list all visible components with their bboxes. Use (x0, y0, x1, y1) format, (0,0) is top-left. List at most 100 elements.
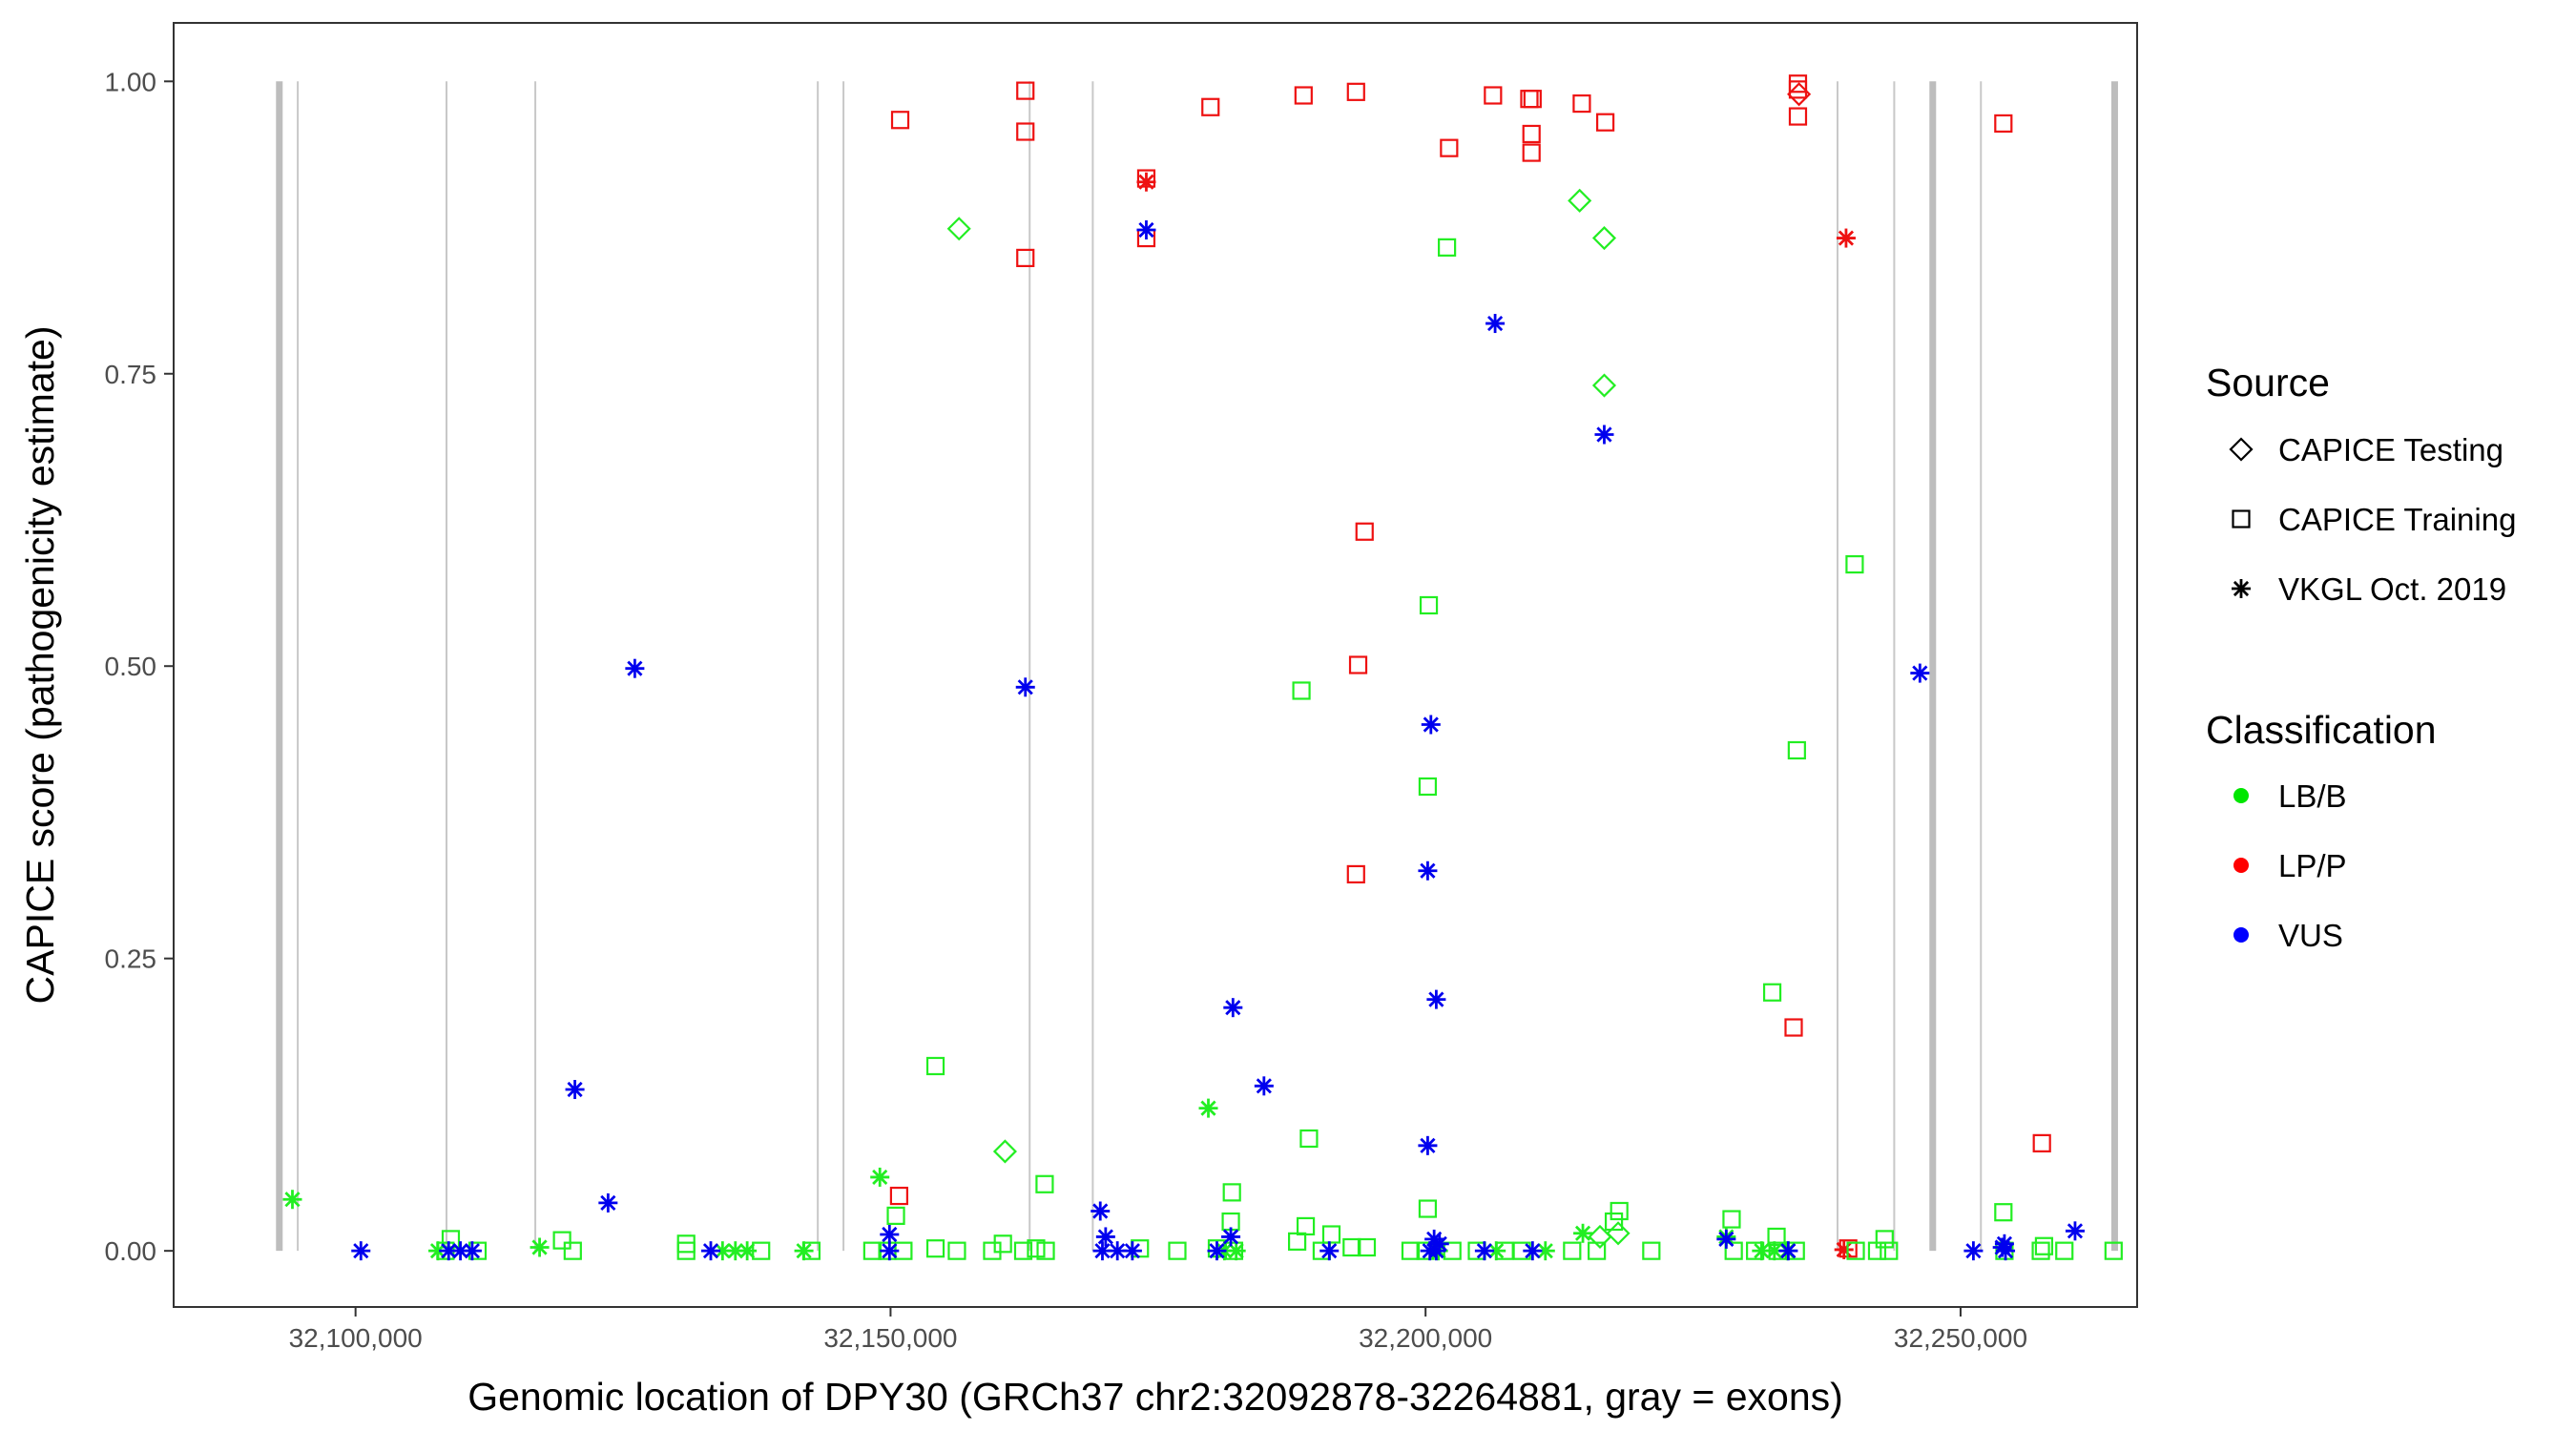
data-point-square-lbb (1867, 1241, 1887, 1260)
data-point-asterisk-vus (439, 1241, 459, 1261)
data-point-asterisk-vus (1426, 989, 1446, 1009)
data-point-asterisk-vus (1091, 1201, 1111, 1221)
data-point-square-lbb (2034, 1236, 2054, 1255)
legend-key-dot (2233, 927, 2249, 943)
data-point-square-lbb (925, 1056, 945, 1076)
data-point-square-lbb (983, 1241, 1002, 1260)
data-point-square-lpp (1346, 864, 1365, 884)
data-point-asterisk-lbb (1198, 1098, 1218, 1118)
data-point-square-lbb (1722, 1210, 1741, 1229)
data-point-square-lpp (1788, 107, 1808, 126)
legend-source-keys (2229, 437, 2254, 598)
data-point-diamond-lbb (1568, 188, 1592, 213)
legend: Source CAPICE Testing CAPICE Training VK… (2206, 361, 2516, 953)
data-point-square-lpp (1523, 90, 1542, 109)
x-axis-title: Genomic location of DPY30 (GRCh37 chr2:3… (467, 1375, 1843, 1419)
data-point-asterisk-vus (1485, 314, 1506, 334)
legend-source-label-training: CAPICE Training (2278, 502, 2516, 537)
data-point-square-lbb (1419, 595, 1439, 615)
data-point-square-lpp (1596, 113, 1615, 132)
data-point-square-lpp (1348, 655, 1368, 674)
data-point-asterisk-lbb (530, 1237, 550, 1257)
data-point-asterisk-vus (1716, 1229, 1736, 1249)
data-point-square-lpp (1016, 81, 1035, 100)
data-point-square-lpp (1016, 122, 1035, 141)
data-point-square-lbb (2055, 1241, 2074, 1260)
data-point-asterisk-lpp (1836, 228, 1856, 248)
data-point-square-lbb (1299, 1129, 1319, 1149)
data-point-square-lbb (1013, 1241, 1033, 1260)
data-point-diamond-lpp (1787, 82, 1812, 107)
data-point-square-lbb (1222, 1183, 1241, 1202)
y-axis-title: CAPICE score (pathogenicity estimate) (18, 326, 62, 1005)
legend-class-label-vus: VUS (2278, 918, 2343, 953)
data-point-asterisk-vus (1421, 715, 1441, 735)
data-point-asterisk-vus (462, 1241, 482, 1261)
y-tick-label: 0.00 (105, 1236, 157, 1266)
legend-key-dot (2233, 858, 2249, 873)
data-point-square-lbb (563, 1241, 582, 1260)
data-point-square-lbb (1036, 1241, 1055, 1260)
data-point-asterisk-vus (1426, 1241, 1446, 1261)
data-point-square-lpp (889, 1186, 908, 1206)
y-tick-label: 0.25 (105, 944, 157, 974)
data-point-square-lbb (1342, 1237, 1361, 1257)
data-point-square-lbb (1401, 1241, 1421, 1260)
data-point-square-lbb (1035, 1174, 1054, 1193)
data-point-asterisk-vus (1221, 1227, 1241, 1247)
data-point-square-lpp (1440, 138, 1459, 157)
axes: 32,100,000 32,150,000 32,200,000 32,250,000… (105, 67, 2028, 1353)
data-point-square-lbb (1563, 1241, 1582, 1260)
legend-key-diamond (2229, 437, 2254, 462)
data-point-asterisk-vus (1418, 1135, 1438, 1155)
data-point-square-lpp (890, 111, 910, 130)
data-point-square-lpp (1572, 93, 1591, 114)
data-point-asterisk-lbb (737, 1241, 758, 1261)
data-point-square-lpp (1784, 1018, 1803, 1037)
data-point-asterisk-vus (1996, 1241, 2016, 1261)
data-point-diamond-lbb (1591, 373, 1617, 398)
data-point-asterisk-vus (1910, 663, 1930, 683)
data-point-square-lbb (1846, 1241, 1865, 1260)
data-point-square-lbb (993, 1234, 1012, 1254)
x-tick-label: 32,200,000 (1359, 1323, 1492, 1353)
data-point-diamond-lbb (1591, 226, 1617, 251)
legend-key-asterisk (2232, 579, 2251, 598)
plot-panel-border (173, 22, 2138, 1308)
data-point-asterisk-vus (1136, 219, 1156, 239)
data-point-asterisk-vus (625, 658, 645, 678)
legend-class-label-lbb: LB/B (2278, 778, 2347, 814)
data-point-square-lpp (1016, 248, 1035, 267)
data-point-asterisk-vus (1223, 998, 1243, 1018)
data-point-square-lbb (1588, 1241, 1607, 1260)
x-tick-label: 32,100,000 (289, 1323, 423, 1353)
data-point-asterisk-vus (565, 1079, 585, 1099)
data-point-asterisk-vus (1319, 1241, 1340, 1261)
data-point-asterisk-vus (880, 1224, 900, 1244)
data-point-square-lpp (1201, 97, 1220, 116)
data-point-square-lpp (2032, 1133, 2051, 1152)
data-point-diamond-lbb (946, 217, 971, 241)
data-point-asterisk-vus (1122, 1241, 1142, 1261)
data-point-asterisk-vus (1418, 861, 1438, 881)
x-tick-label: 32,250,000 (1894, 1323, 2027, 1353)
data-point-square-lbb (1845, 554, 1864, 574)
data-point-square-lbb (1604, 1212, 1624, 1232)
data-point-asterisk-lbb (1573, 1223, 1593, 1243)
data-point-square-lbb (552, 1231, 571, 1250)
data-point-square-lbb (925, 1239, 945, 1258)
data-point-square-lbb (1994, 1203, 2013, 1222)
data-point-square-lpp (1294, 86, 1313, 105)
data-point-asterisk-vus (1108, 1241, 1128, 1261)
data-point-square-lbb (1321, 1225, 1341, 1244)
data-point-square-lbb (1880, 1241, 1899, 1260)
legend-class-title: Classification (2206, 708, 2437, 752)
data-point-asterisk-vus (1474, 1241, 1494, 1261)
data-point-asterisk-lbb (282, 1190, 302, 1210)
data-point-square-lbb (1168, 1241, 1187, 1260)
data-point-square-lbb (1642, 1241, 1661, 1260)
data-point-asterisk-lbb (1486, 1241, 1506, 1261)
legend-source-label-vkgl: VKGL Oct. 2019 (2278, 571, 2506, 607)
data-point-square-lpp (1994, 114, 2013, 134)
data-point-square-lpp (1522, 143, 1541, 162)
